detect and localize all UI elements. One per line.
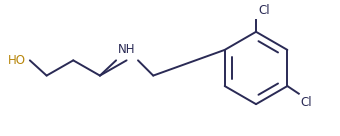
Text: NH: NH [118,43,135,56]
Text: Cl: Cl [301,96,312,109]
Text: Cl: Cl [258,4,270,17]
Text: HO: HO [8,54,26,67]
